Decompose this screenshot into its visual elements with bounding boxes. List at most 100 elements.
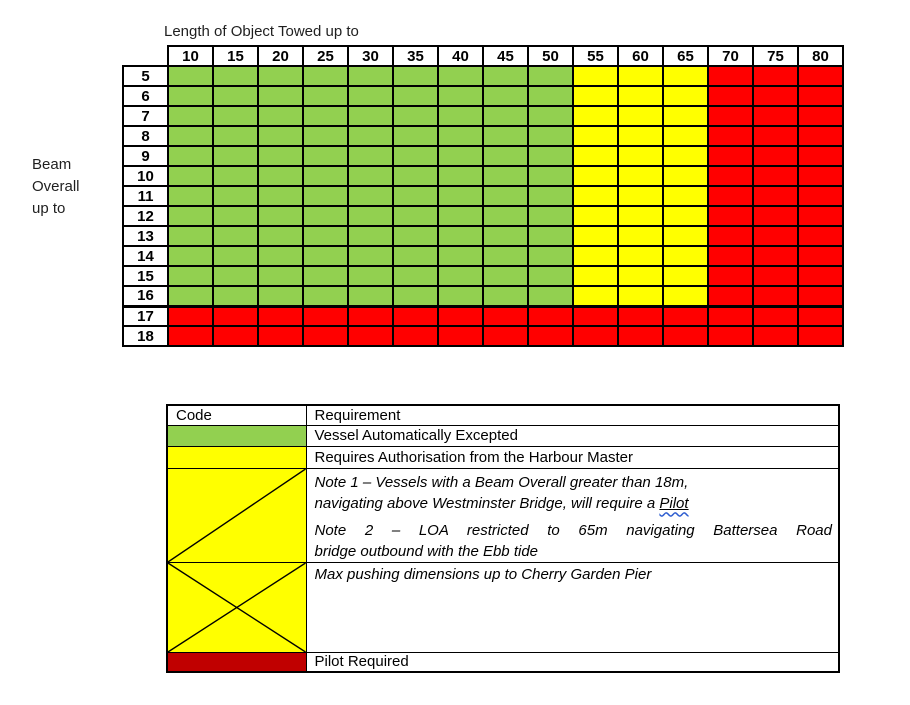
matrix-cell: [347, 245, 394, 267]
matrix-cell: [167, 65, 214, 87]
matrix-cell: [437, 125, 484, 147]
matrix-cell: [527, 285, 574, 308]
matrix-cell: [347, 65, 394, 87]
matrix-cell: [437, 165, 484, 187]
legend-row-max-pushing: Max pushing dimensions up to Cherry Gard…: [166, 561, 840, 653]
beam-axis-label: Beam Overall up to: [32, 154, 80, 220]
matrix-cell: [797, 105, 844, 127]
matrix-cell: [167, 285, 214, 308]
matrix-row: 7: [122, 105, 844, 127]
length-column-header: 15: [212, 45, 259, 67]
matrix-row: 10: [122, 165, 844, 187]
length-column-header: 50: [527, 45, 574, 67]
matrix-cell: [617, 205, 664, 227]
beam-row-header: 13: [122, 225, 169, 247]
matrix-cell: [302, 225, 349, 247]
matrix-cell: [302, 125, 349, 147]
matrix-cell: [662, 185, 709, 207]
matrix-cell: [527, 265, 574, 287]
matrix-row: 13: [122, 225, 844, 247]
matrix-row: 6: [122, 85, 844, 107]
matrix-cell: [572, 285, 619, 308]
matrix-cell: [437, 325, 484, 347]
matrix-cell: [302, 205, 349, 227]
matrix-cell: [437, 285, 484, 308]
legend-requirement-text: Vessel Automatically Excepted: [305, 424, 840, 447]
matrix-cell: [347, 285, 394, 308]
matrix-cell: [797, 305, 844, 327]
matrix-cell: [437, 185, 484, 207]
matrix-cell: [572, 305, 619, 327]
matrix-cell: [257, 165, 304, 187]
length-column-header: 70: [707, 45, 754, 67]
matrix-cell: [707, 325, 754, 347]
matrix-cell: [527, 325, 574, 347]
matrix-cell: [257, 225, 304, 247]
matrix-cell: [482, 205, 529, 227]
length-column-header: 55: [572, 45, 619, 67]
matrix-cell: [167, 265, 214, 287]
beam-row-header: 9: [122, 145, 169, 167]
matrix-cell: [392, 205, 439, 227]
matrix-cell: [752, 125, 799, 147]
matrix-cell: [392, 265, 439, 287]
matrix-cell: [662, 325, 709, 347]
matrix-cell: [797, 165, 844, 187]
matrix-cell: [662, 65, 709, 87]
matrix-cell: [257, 185, 304, 207]
matrix-cell: [392, 65, 439, 87]
matrix-cell: [212, 145, 259, 167]
matrix-cell: [392, 305, 439, 327]
matrix-cell: [707, 65, 754, 87]
matrix-cell: [302, 285, 349, 308]
matrix-cell: [527, 305, 574, 327]
matrix-cell: [662, 225, 709, 247]
matrix-header-row: 10 15 20 25 30 35 40 45 50 55 60 65 70 75 80: [123, 45, 844, 67]
matrix-cell: [302, 185, 349, 207]
matrix-cell: [302, 245, 349, 267]
matrix-cell: [257, 65, 304, 87]
length-column-header: 30: [347, 45, 394, 67]
matrix-cell: [707, 265, 754, 287]
matrix-cell: [257, 105, 304, 127]
matrix-cell: [212, 325, 259, 347]
matrix-cell: [617, 125, 664, 147]
matrix-cell: [662, 85, 709, 107]
legend-requirement-text: Requires Authorisation from the Harbour …: [305, 445, 840, 469]
beam-row-header: 11: [122, 185, 169, 207]
legend-requirement-header: Requirement: [305, 404, 840, 426]
beam-axis-label-line: up to: [32, 200, 66, 217]
matrix-cell: [167, 325, 214, 347]
matrix-cell: [752, 245, 799, 267]
matrix-cell: [707, 205, 754, 227]
matrix-cell: [302, 145, 349, 167]
matrix-cell: [572, 145, 619, 167]
matrix-cell: [257, 285, 304, 308]
matrix-cell: [212, 85, 259, 107]
matrix-cell: [302, 165, 349, 187]
beam-row-header: 14: [122, 245, 169, 267]
matrix-cell: [662, 305, 709, 327]
matrix-cell: [212, 305, 259, 327]
matrix-cell: [437, 265, 484, 287]
matrix-cell: [572, 105, 619, 127]
matrix-cell: [572, 245, 619, 267]
matrix-cell: [482, 165, 529, 187]
matrix-cell: [752, 65, 799, 87]
matrix-cell: [797, 245, 844, 267]
matrix-cell: [752, 305, 799, 327]
matrix-cell: [662, 265, 709, 287]
pilot-underlined-word: Pilot: [659, 494, 689, 512]
matrix-cell: [257, 265, 304, 287]
matrix-cell: [167, 205, 214, 227]
matrix-cell: [347, 325, 394, 347]
matrix-cell: [707, 305, 754, 327]
legend-notes-cell: Note 1 – Vessels with a Beam Overall gre…: [305, 467, 840, 563]
matrix-cell: [437, 145, 484, 167]
length-column-header: 80: [797, 45, 844, 67]
beam-row-header: 15: [122, 265, 169, 287]
matrix-cell: [257, 325, 304, 347]
matrix-cell: [347, 185, 394, 207]
length-column-header: 25: [302, 45, 349, 67]
matrix-cell: [662, 165, 709, 187]
